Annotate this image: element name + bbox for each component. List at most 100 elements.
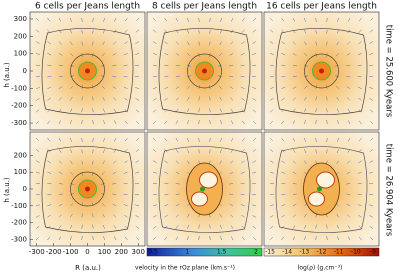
vector-arrow [347, 160, 351, 164]
vector-arrow [325, 53, 328, 58]
vector-arrow [269, 160, 274, 163]
y-tick-label: 0 [23, 185, 27, 193]
vector-arrow [70, 64, 75, 67]
vector-arrow [304, 213, 307, 218]
vector-arrow [240, 204, 245, 207]
vector-arrow [91, 84, 94, 89]
vector-arrow [281, 120, 285, 125]
vector-arrow [123, 204, 128, 207]
vector-arrow [334, 64, 339, 67]
vector-arrow [281, 41, 285, 45]
vector-arrow [164, 193, 169, 195]
vector-arrow [219, 96, 222, 101]
vector-arrow [198, 53, 201, 58]
vector-arrow [102, 213, 105, 218]
vector-arrow [47, 225, 51, 229]
vector-arrow [220, 120, 222, 125]
vector-arrow [347, 41, 351, 45]
y-tick-label: -200 [11, 219, 27, 227]
vector-arrow [304, 120, 306, 125]
vector-arrow [230, 120, 234, 125]
vector-arrow [187, 53, 191, 57]
vector-arrow [47, 236, 51, 241]
vector-arrow [47, 120, 51, 125]
vector-arrow [292, 225, 296, 229]
vector-arrow [357, 86, 362, 89]
vector-arrow [252, 215, 257, 218]
vector-arrow [175, 160, 179, 164]
vector-arrow [252, 109, 257, 113]
vector-arrow [252, 29, 257, 33]
vector-arrow [281, 225, 285, 229]
vector-arrow [58, 236, 62, 241]
colorbar-tick-label: -9 [370, 249, 376, 256]
vector-arrow [252, 204, 257, 207]
colorbar-tick-label: -15 [265, 249, 275, 256]
vector-arrow [187, 29, 190, 34]
vector-arrow [187, 120, 189, 125]
vector-arrow [58, 171, 63, 175]
vector-arrow [135, 204, 140, 207]
vector-arrow [198, 41, 200, 46]
vector-arrow [102, 160, 105, 165]
vector-arrow [281, 160, 285, 164]
vector-arrow [70, 183, 75, 185]
vector-arrow [269, 226, 274, 229]
vector-arrow [241, 236, 245, 241]
vector-arrow [304, 236, 306, 241]
y-tick-label: 100 [14, 50, 27, 58]
vector-arrow [112, 171, 117, 175]
vector-arrow [113, 236, 117, 241]
vector-arrow [58, 225, 62, 229]
x-tick-label: 200 [115, 248, 128, 256]
vector-arrow [358, 29, 362, 33]
vector-arrow [346, 75, 351, 78]
vector-arrow [35, 41, 40, 44]
colorbar-tick-label: -11 [334, 249, 344, 256]
vector-arrow [103, 120, 105, 125]
x-tick-label: -200 [46, 248, 62, 256]
vector-arrow [336, 149, 339, 154]
vector-arrow [370, 17, 374, 22]
vector-arrow [175, 41, 179, 45]
vector-arrow [112, 203, 117, 207]
core [202, 68, 207, 74]
vector-arrow [164, 76, 169, 78]
vector-arrow [35, 17, 39, 22]
vector-arrow [240, 86, 245, 89]
vector-arrow [103, 137, 105, 142]
vector-arrow [175, 183, 180, 185]
vector-arrow [198, 84, 201, 89]
vector-arrow [81, 96, 83, 101]
vector-arrow [292, 53, 297, 56]
vector-arrow [112, 86, 117, 89]
vector-arrow [152, 87, 157, 89]
vector-arrow [102, 224, 105, 229]
vector-arrow [347, 120, 351, 125]
vector-arrow [152, 41, 157, 44]
vector-arrow [135, 237, 140, 241]
vector-arrow [326, 96, 328, 101]
colorbar [263, 247, 380, 257]
vector-arrow [229, 64, 234, 67]
vector-arrow [369, 171, 374, 174]
vector-arrow [230, 214, 234, 218]
vector-arrow [369, 53, 374, 55]
vector-arrow [152, 226, 157, 229]
vector-arrow [47, 17, 51, 22]
vector-arrow [315, 41, 317, 46]
density-label: log(ρ) (g.cm⁻³) [298, 265, 343, 272]
vector-arrow [124, 41, 128, 45]
vector-arrow [175, 75, 180, 78]
vector-arrow [35, 160, 40, 163]
vector-arrow [281, 97, 285, 101]
vector-arrow [113, 214, 117, 218]
vector-arrow [326, 108, 328, 113]
vector-arrow [292, 171, 297, 175]
vector-arrow [304, 224, 307, 229]
vector-arrow [229, 193, 234, 195]
vector-arrow [220, 137, 222, 142]
vector-arrow [219, 41, 222, 46]
vector-arrow [187, 96, 190, 101]
vector-arrow [175, 149, 179, 153]
